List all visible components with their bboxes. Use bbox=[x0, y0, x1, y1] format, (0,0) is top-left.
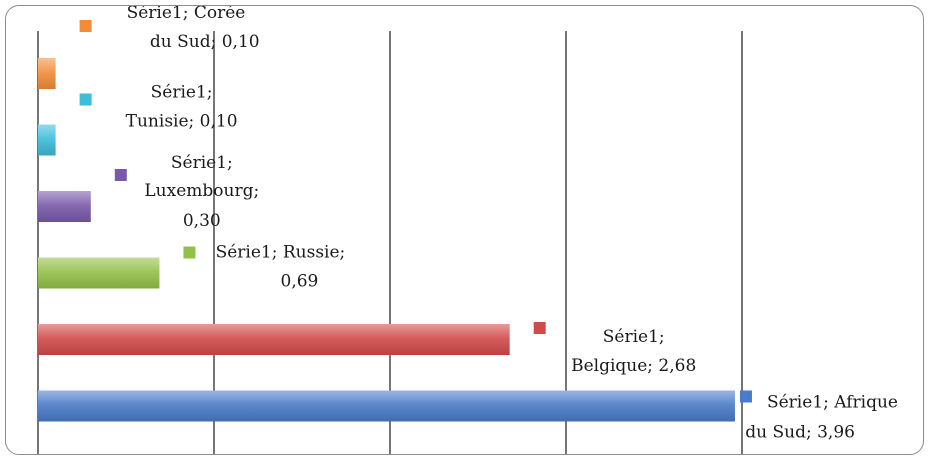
bar-afrique-du-sud bbox=[38, 390, 735, 422]
chart-frame: Série1; Afrique du Sud; 3,96 Série1; Belgiq… bbox=[5, 5, 924, 455]
bars bbox=[38, 58, 735, 422]
label-marker bbox=[533, 322, 546, 334]
data-label: Belgique; 2,68 bbox=[571, 356, 696, 376]
bar-tunisie bbox=[38, 124, 56, 156]
data-label: Série1; bbox=[603, 327, 665, 347]
label-marker bbox=[739, 390, 752, 403]
data-label: du Sud; 0,10 bbox=[150, 32, 260, 52]
bar-chart: Série1; Afrique du Sud; 3,96 Série1; Belgiq… bbox=[37, 6, 898, 454]
data-label: Tunisie; 0,10 bbox=[126, 112, 238, 132]
data-label: Luxembourg; bbox=[144, 181, 259, 201]
bar-belgique bbox=[38, 324, 510, 355]
data-label: Série1; Corée bbox=[127, 6, 246, 23]
label-marker bbox=[114, 169, 127, 181]
data-label: Série1; bbox=[171, 153, 233, 173]
label-marker bbox=[79, 93, 92, 106]
data-label: du Sud; 3,96 bbox=[745, 423, 855, 443]
data-label: Série1; bbox=[151, 83, 213, 103]
data-labels: Série1; Afrique du Sud; 3,96 Série1; Belgiq… bbox=[79, 6, 898, 443]
data-label: Série1; Russie; bbox=[216, 243, 346, 263]
bar-cor-e-du-sud bbox=[38, 58, 56, 89]
gridlines bbox=[37, 31, 743, 454]
data-label: 0,30 bbox=[183, 211, 221, 231]
label-marker bbox=[183, 246, 196, 259]
data-label: 0,69 bbox=[281, 272, 319, 292]
bar-russie bbox=[38, 257, 160, 289]
data-label: Série1; Afrique bbox=[767, 393, 898, 413]
bar-luxembourg bbox=[38, 191, 91, 222]
label-marker bbox=[79, 20, 92, 32]
